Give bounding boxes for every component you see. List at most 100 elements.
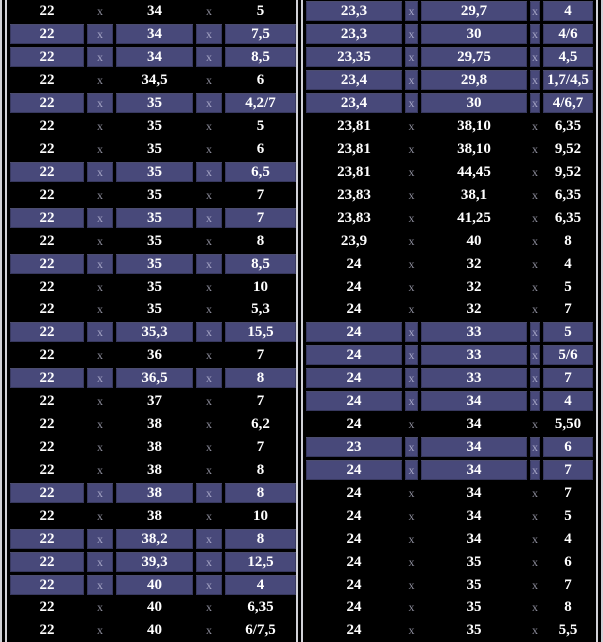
dimension-value: 8,5	[225, 253, 296, 274]
dimension-value: 8	[256, 461, 265, 478]
dimension-value: 35	[116, 207, 193, 228]
size-row: 24 x 33 x 5/6	[303, 344, 596, 367]
dimension-value: 5,50	[554, 416, 582, 433]
size-row: 24 x 35 x 8	[303, 596, 596, 619]
right-size-table-panel: 23,3 x 29,7 x 4 23,3 x 30 x 4/6 23,35 x 29,75 x 4,5 23,…	[303, 0, 603, 642]
multiplication-x-separator: x	[97, 600, 103, 615]
multiplication-x-separator: x	[408, 417, 415, 432]
dimension-value: 8	[225, 482, 296, 503]
multiplication-x-separator: x	[405, 24, 418, 45]
dimension-value: 5	[543, 322, 593, 343]
dimension-value: 7	[543, 459, 593, 480]
multiplication-x-separator: x	[408, 164, 415, 179]
dimension-value: 41,25	[457, 209, 491, 226]
multiplication-x-separator: x	[97, 623, 103, 638]
dimension-value: 6,35	[554, 118, 582, 135]
dimension-value: 40	[147, 622, 162, 639]
dimension-value: 35	[147, 140, 162, 157]
multiplication-x-separator: x	[530, 391, 540, 412]
dimension-value: 22	[10, 551, 84, 572]
dimension-value: 38,10	[457, 118, 491, 135]
dimension-value: 33	[421, 322, 527, 343]
dimension-value: 38	[147, 507, 162, 524]
multiplication-x-separator: x	[530, 459, 540, 480]
multiplication-x-separator: x	[97, 508, 103, 523]
dimension-value: 23,81	[337, 163, 371, 180]
dimension-value: 23,83	[337, 186, 371, 203]
multiplication-x-separator: x	[196, 161, 222, 182]
multiplication-x-separator: x	[532, 141, 538, 156]
size-row: 22 x 35 x 6,5	[7, 160, 296, 183]
multiplication-x-separator: x	[405, 459, 418, 480]
dimension-value: 34,5	[141, 72, 168, 89]
size-row: 22 x 35 x 10	[7, 275, 296, 298]
multiplication-x-separator: x	[97, 4, 103, 19]
multiplication-x-separator: x	[408, 279, 415, 294]
multiplication-x-separator: x	[408, 256, 415, 271]
size-row: 23,4 x 30 x 4/6,7	[303, 92, 596, 115]
multiplication-x-separator: x	[196, 322, 222, 343]
dimension-value: 33	[421, 345, 527, 366]
dimension-value: 24	[346, 507, 362, 524]
size-row: 24 x 34 x 4	[303, 527, 596, 550]
size-row: 22 x 38,2 x 8	[7, 527, 296, 550]
dimension-value: 24	[306, 459, 402, 480]
multiplication-x-separator: x	[87, 528, 113, 549]
dimension-value: 24	[306, 391, 402, 412]
multiplication-x-separator: x	[206, 4, 212, 19]
size-row: 22 x 38 x 10	[7, 504, 296, 527]
multiplication-x-separator: x	[97, 439, 103, 454]
dimension-value: 35	[116, 161, 193, 182]
dimension-value: 24	[346, 255, 362, 272]
dimension-value: 7	[256, 438, 265, 455]
dimension-value: 22	[39, 278, 55, 295]
dimension-value: 22	[39, 72, 55, 89]
multiplication-x-separator: x	[206, 439, 212, 454]
multiplication-x-separator: x	[408, 531, 415, 546]
multiplication-x-separator: x	[97, 302, 103, 317]
multiplication-x-separator: x	[97, 141, 103, 156]
dimension-value: 6	[256, 72, 265, 89]
multiplication-x-separator: x	[196, 551, 222, 572]
dimension-value: 7	[564, 484, 572, 501]
dimension-value: 8	[564, 599, 572, 616]
dimension-value: 35	[116, 253, 193, 274]
size-row: 22 x 35 x 7	[7, 206, 296, 229]
dimension-value: 7	[256, 393, 265, 410]
dimension-value: 22	[10, 482, 84, 503]
dimension-value: 34	[466, 416, 482, 433]
size-row: 22 x 34 x 7,5	[7, 23, 296, 46]
dimension-value: 24	[346, 530, 362, 547]
multiplication-x-separator: x	[206, 462, 212, 477]
dimension-value: 40	[147, 599, 162, 616]
multiplication-x-separator: x	[97, 462, 103, 477]
multiplication-x-separator: x	[532, 210, 538, 225]
dimension-value: 35	[466, 622, 482, 639]
dimension-value: 24	[346, 576, 362, 593]
size-row: 24 x 34 x 7	[303, 458, 596, 481]
multiplication-x-separator: x	[87, 551, 113, 572]
size-row: 22 x 35,3 x 15,5	[7, 321, 296, 344]
multiplication-x-separator: x	[532, 279, 538, 294]
dimension-value: 24	[346, 599, 362, 616]
size-row: 23,81 x 38,10 x 9,52	[303, 138, 596, 161]
size-row: 23,35 x 29,75 x 4,5	[303, 46, 596, 69]
dimension-value: 23,4	[306, 70, 402, 91]
dimension-value: 22	[10, 322, 84, 343]
dimension-value: 10	[253, 278, 268, 295]
multiplication-x-separator: x	[532, 531, 538, 546]
dimension-value: 38,1	[460, 186, 488, 203]
dimension-value: 36	[147, 347, 162, 364]
multiplication-x-separator: x	[408, 187, 415, 202]
dimension-value: 34	[116, 47, 193, 68]
multiplication-x-separator: x	[408, 508, 415, 523]
dimension-value: 22	[39, 461, 55, 478]
size-row: 22 x 38 x 6,2	[7, 413, 296, 436]
multiplication-x-separator: x	[196, 528, 222, 549]
multiplication-x-separator: x	[532, 164, 538, 179]
size-row: 22 x 34 x 8,5	[7, 46, 296, 69]
dimension-value: 8	[564, 232, 572, 249]
dimension-value: 4,2/7	[225, 93, 296, 114]
dimension-value: 22	[39, 232, 55, 249]
